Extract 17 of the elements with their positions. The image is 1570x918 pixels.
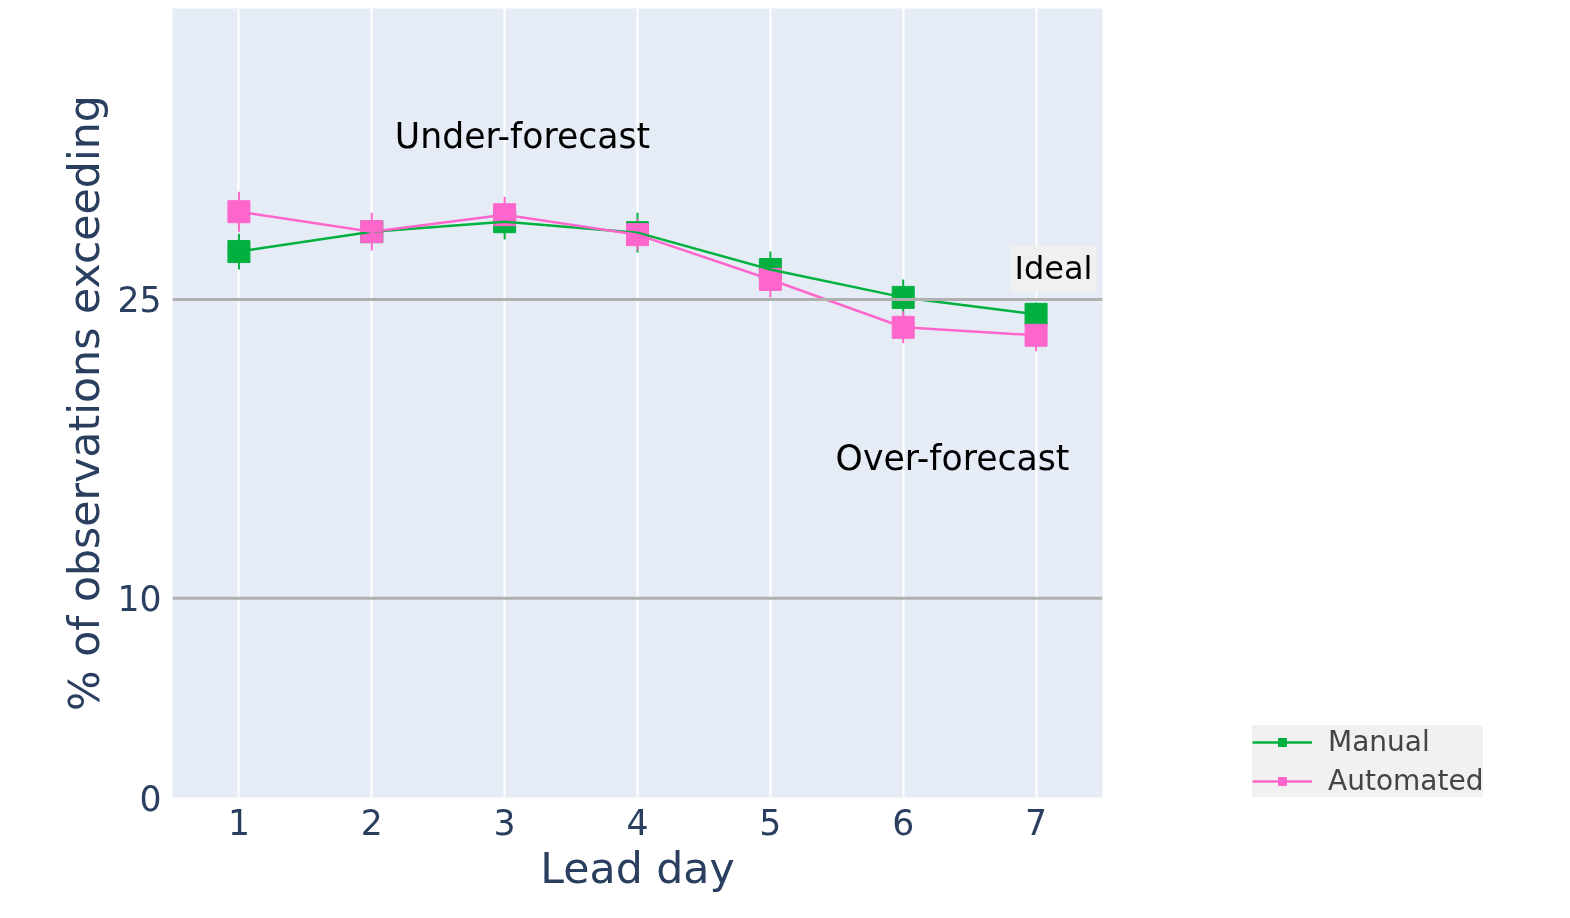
x-tick-label: 3: [493, 802, 516, 843]
x-tick-label: 7: [1025, 802, 1048, 843]
y-tick-label: 0: [139, 778, 162, 819]
y-tick-label: 25: [117, 280, 162, 321]
annotation: Under-forecast: [394, 115, 651, 156]
y-axis-title: % of observations exceeding: [59, 95, 110, 711]
x-tick-label: 1: [227, 802, 250, 843]
x-tick-label: 5: [759, 802, 782, 843]
x-tick-label: 6: [892, 802, 915, 843]
y-tick-label: 10: [117, 579, 162, 620]
ref-line-label: Ideal: [1014, 249, 1093, 288]
legend-label: Manual: [1328, 725, 1430, 758]
annotation: Over-forecast: [835, 437, 1070, 478]
x-tick-label: 4: [626, 802, 649, 843]
x-tick-label: 2: [360, 802, 383, 843]
x-axis-title: Lead day: [540, 842, 735, 893]
legend-label: Automated: [1328, 764, 1484, 797]
